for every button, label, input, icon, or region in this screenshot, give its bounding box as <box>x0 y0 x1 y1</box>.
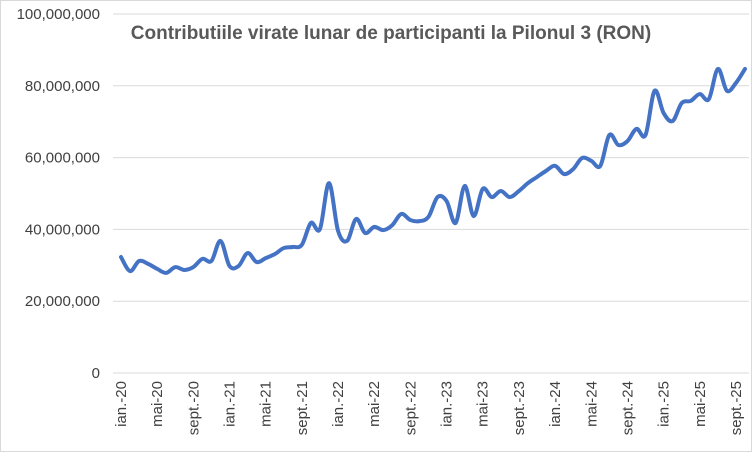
x-tick-label: ian.-21 <box>222 381 239 427</box>
x-tick-label: sept.-20 <box>185 381 202 435</box>
x-tick-label: sept.-22 <box>402 381 419 435</box>
y-tick-label: 20,000,000 <box>25 293 100 310</box>
x-tick-label: ian.-23 <box>439 381 456 427</box>
y-tick-label: 40,000,000 <box>25 221 100 238</box>
x-tick-label: ian.-20 <box>113 381 130 427</box>
x-tick-label: sept.-23 <box>511 381 528 435</box>
x-tick-label: mai-24 <box>583 381 600 427</box>
x-tick-label: mai-23 <box>475 381 492 427</box>
x-tick-label: ian.-24 <box>547 381 564 427</box>
x-tick-label: sept.-24 <box>619 381 636 435</box>
x-tick-label: sept.-25 <box>728 381 745 435</box>
x-tick-label: mai-20 <box>149 381 166 427</box>
y-tick-label: 0 <box>92 365 100 382</box>
x-tick-label: ian.-25 <box>656 381 673 427</box>
data-line <box>119 66 747 275</box>
x-tick-label: mai-22 <box>366 381 383 427</box>
y-tick-label: 100,000,000 <box>17 6 100 23</box>
y-tick-label: 60,000,000 <box>25 150 100 167</box>
x-tick-label: ian.-22 <box>330 381 347 427</box>
x-tick-label: sept.-21 <box>294 381 311 435</box>
chart-title: Contributiile virate lunar de participan… <box>130 23 652 44</box>
x-tick-label: mai-21 <box>258 381 275 427</box>
x-tick-label: mai-25 <box>692 381 709 427</box>
y-tick-label: 80,000,000 <box>25 78 100 95</box>
